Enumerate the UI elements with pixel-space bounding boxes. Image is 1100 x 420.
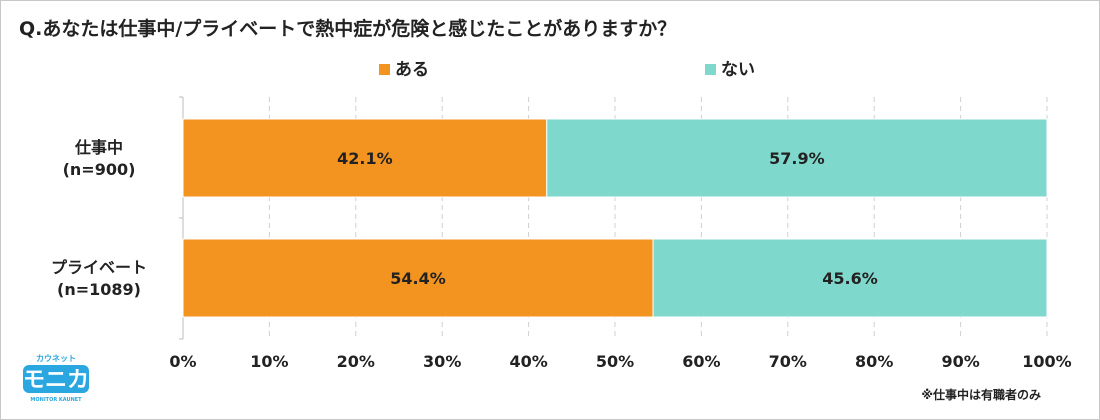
x-tick-80: 80%	[855, 352, 893, 371]
logo-small-text: カウネット	[36, 353, 76, 363]
category-n-2: (n=1089)	[57, 280, 141, 299]
x-tick-30: 30%	[423, 352, 461, 371]
x-axis-ticks: 0% 10% 20% 30% 40% 50% 60% 70% 80% 90% 100%	[169, 352, 1071, 371]
logo-sub-text: MONITOR KAUNET	[30, 397, 82, 403]
logo-badge	[23, 365, 89, 393]
footnote: ※仕事中は有職者のみ	[921, 387, 1041, 402]
bar-2-1	[182, 238, 654, 318]
category-label-1: 仕事中	[74, 138, 123, 157]
x-tick-60: 60%	[682, 352, 720, 371]
data-label-2-1: 54.4%	[390, 269, 446, 288]
data-label-2-2: 45.6%	[822, 269, 878, 288]
x-tick-100: 100%	[1022, 352, 1071, 371]
x-tick-40: 40%	[509, 352, 547, 371]
legend-swatch-1	[379, 64, 390, 75]
legend-swatch-2	[705, 64, 716, 75]
category-n-1: (n=900)	[63, 160, 136, 179]
x-tick-0: 0%	[169, 352, 196, 371]
x-tick-10: 10%	[250, 352, 288, 371]
logo-main-text: モニカ	[23, 368, 89, 393]
monica-logo: カウネット モニカ MONITOR KAUNET	[23, 353, 89, 403]
legend-item-1: ある	[379, 60, 429, 80]
legend: ある ない	[379, 60, 755, 80]
bar-1-2	[546, 118, 1048, 198]
x-tick-70: 70%	[769, 352, 807, 371]
legend-label-1: ある	[395, 60, 429, 80]
bar-2-2	[652, 238, 1048, 318]
chart-title: Q.あなたは仕事中/プライベートで熱中症が危険と感じたことがありますか？	[19, 17, 676, 40]
category-label-2: プライベート	[51, 258, 147, 277]
legend-item-2: ない	[705, 60, 755, 80]
x-tick-20: 20%	[337, 352, 375, 371]
bars: 42.1% 57.9% 54.4% 45.6%	[182, 118, 1048, 318]
category-labels: 仕事中 (n=900) プライベート (n=1089)	[51, 138, 147, 299]
data-label-1-2: 57.9%	[769, 149, 825, 168]
data-label-1-1: 42.1%	[337, 149, 393, 168]
x-tick-50: 50%	[596, 352, 634, 371]
x-tick-90: 90%	[941, 352, 979, 371]
legend-label-2: ない	[721, 60, 755, 80]
